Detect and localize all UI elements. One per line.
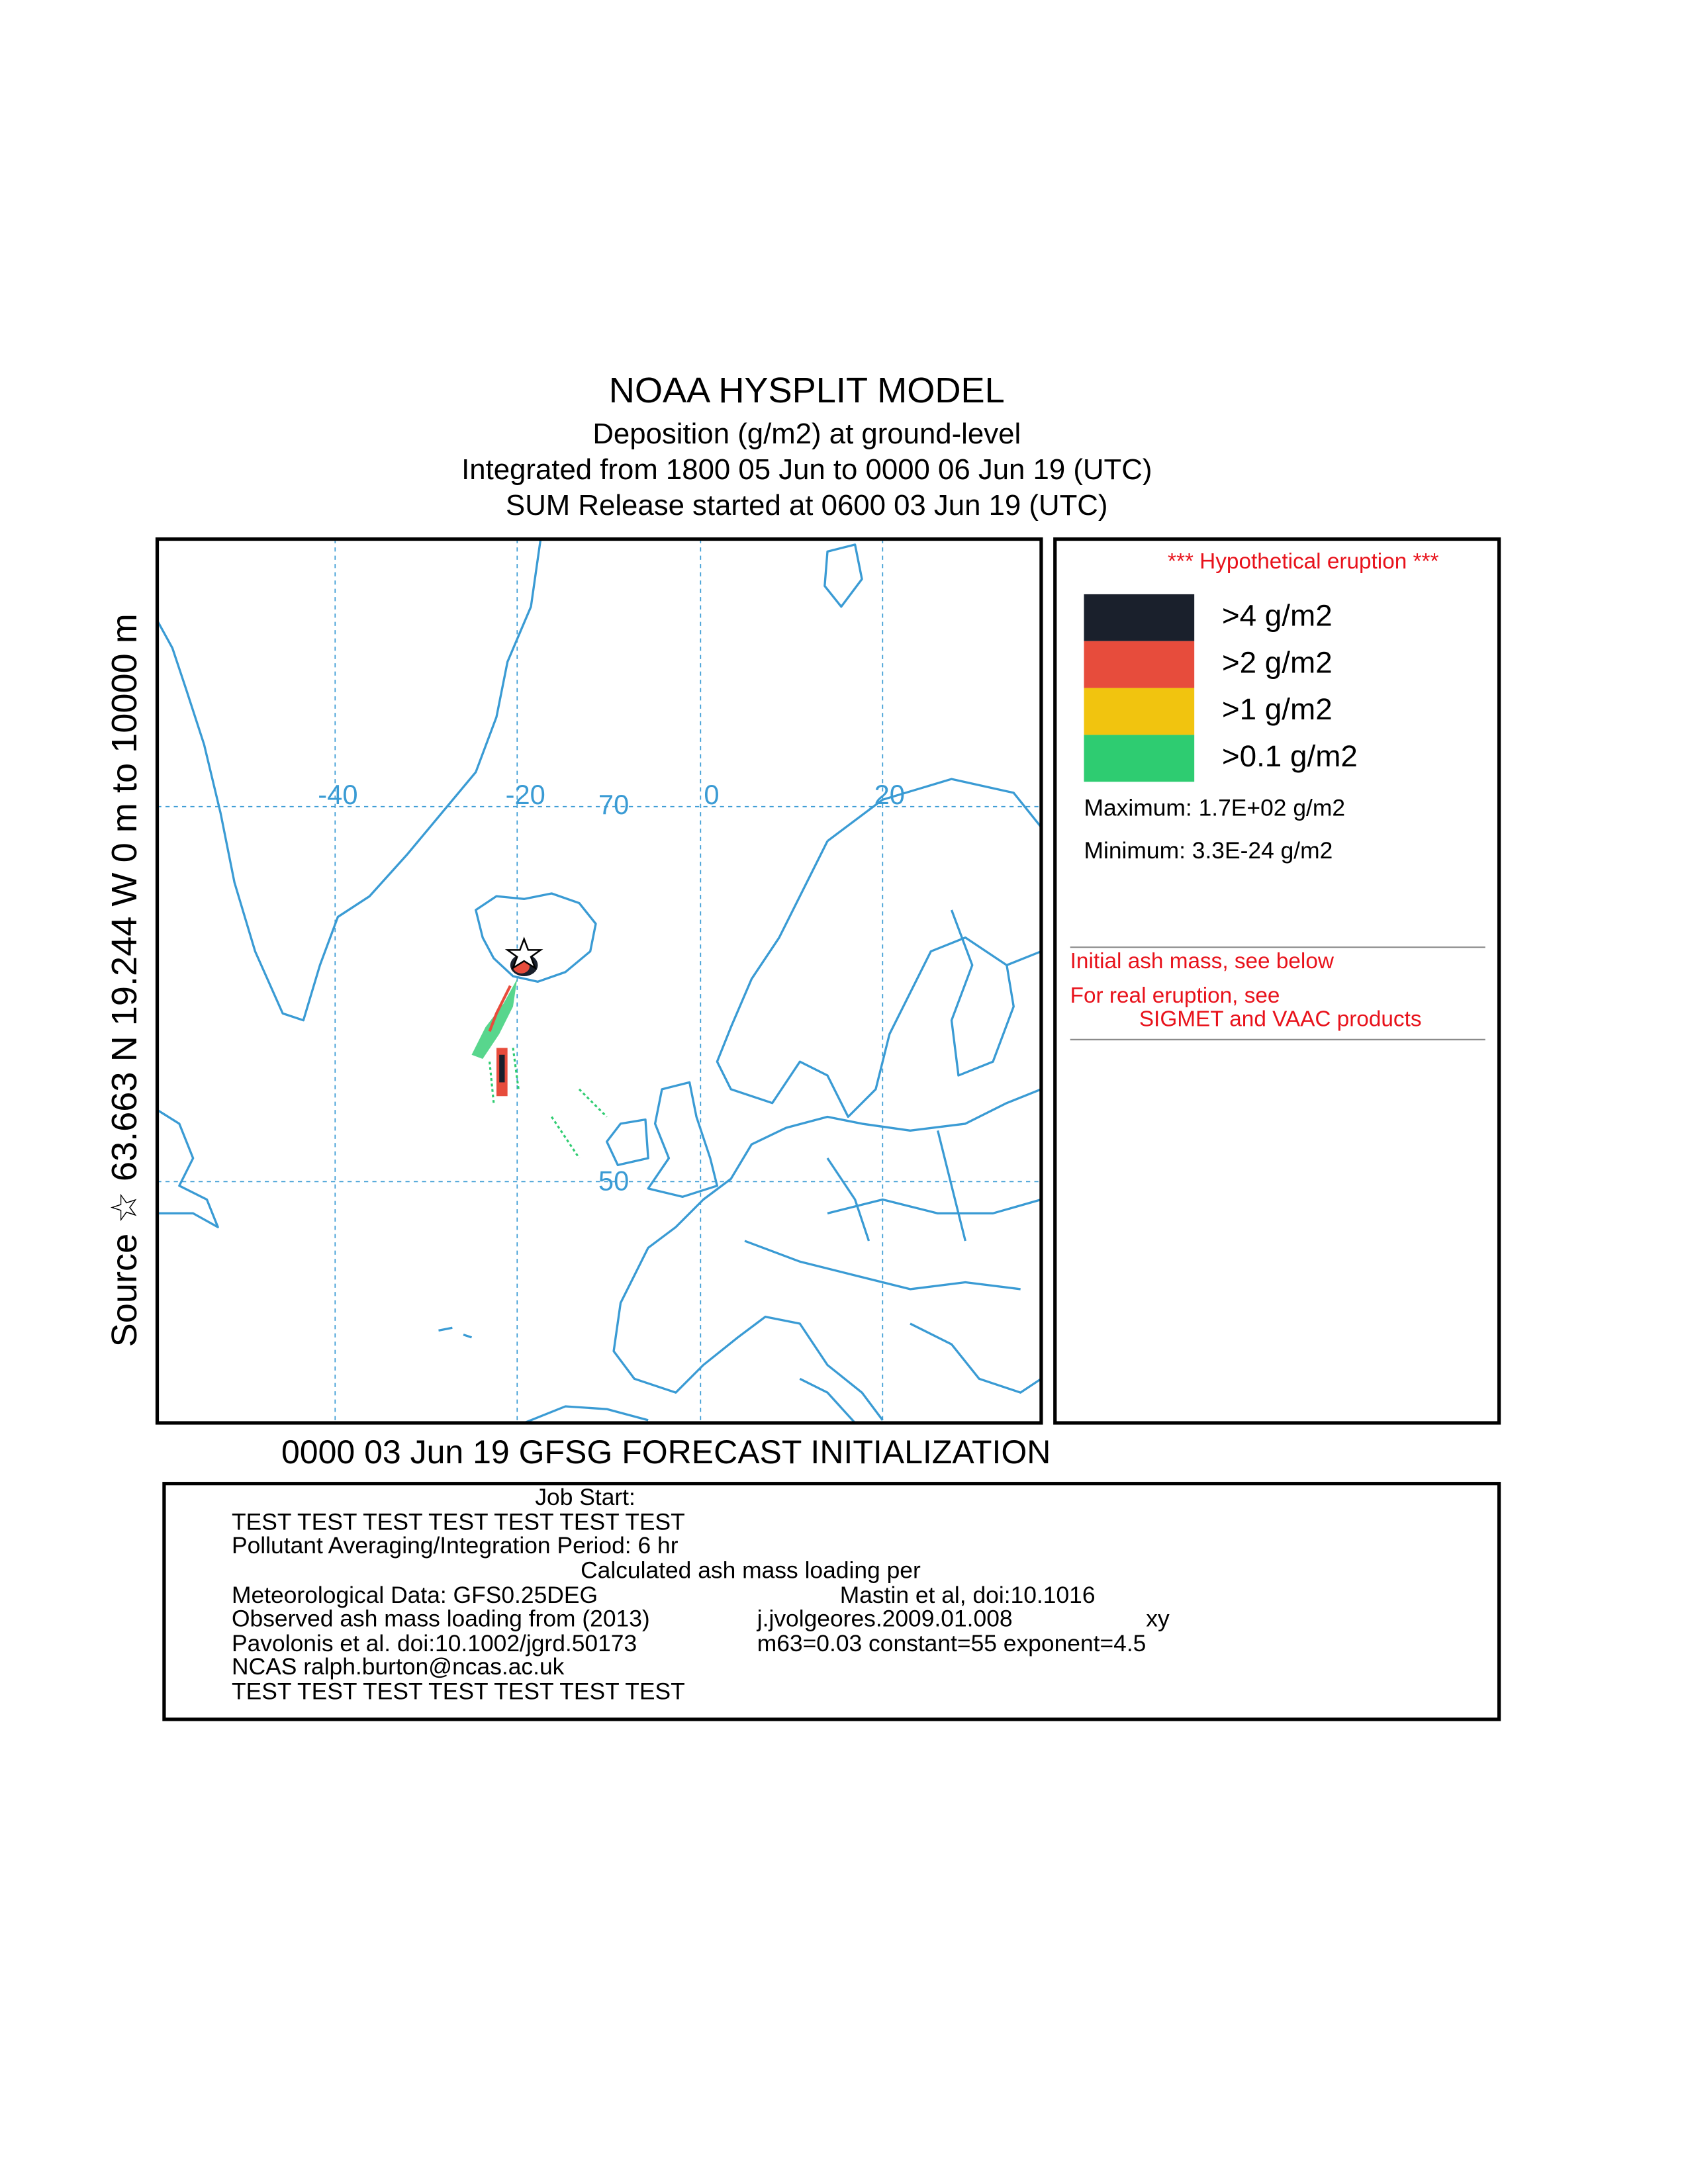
legend-frame	[1053, 537, 1501, 1425]
grid-label: 70	[598, 789, 629, 820]
legend-label: >1 g/m2	[1222, 692, 1333, 726]
coastline	[612, 1088, 1041, 1421]
job-text: j.jvolgeores.2009.01.008	[757, 1605, 1013, 1631]
grid-label: -20	[506, 779, 545, 810]
job-text: Meteorological Data: GFS0.25DEG	[232, 1582, 598, 1608]
job-text: TEST TEST TEST TEST TEST TEST TEST	[232, 1508, 685, 1535]
minimum: Minimum: 3.3E-24 g/m2	[1084, 837, 1333, 864]
coastline	[606, 1118, 649, 1167]
legend-title: *** Hypothetical eruption ***	[1168, 549, 1438, 574]
job-box	[162, 1482, 1501, 1721]
grid-label: 0	[704, 779, 719, 810]
legend-swatch	[1084, 688, 1195, 735]
note: SIGMET and VAAC products	[1139, 1007, 1422, 1031]
coastline	[744, 1130, 1041, 1291]
coastline	[823, 543, 863, 608]
coastline	[524, 1405, 649, 1423]
title: NOAA HYSPLIT MODEL	[609, 371, 1005, 410]
coastline	[647, 1081, 719, 1199]
coastline	[157, 1109, 219, 1228]
coastline	[799, 1322, 1041, 1423]
grid-label: 20	[874, 779, 905, 810]
job-text: Calculated ash mass loading per	[581, 1557, 921, 1583]
legend-swatch	[1084, 641, 1195, 688]
coastline	[716, 778, 1041, 1118]
grid-label: -40	[318, 779, 357, 810]
job-text: NCAS ralph.burton@ncas.ac.uk	[232, 1653, 565, 1680]
job-text: Observed ash mass loading from (2013)	[232, 1605, 650, 1631]
coastline	[438, 1326, 473, 1339]
job-text: TEST TEST TEST TEST TEST TEST TEST	[232, 1678, 685, 1705]
map: -40 -20 70 0 20 50	[157, 539, 1041, 1423]
coastline	[157, 539, 542, 1022]
legend-label: >0.1 g/m2	[1222, 739, 1358, 773]
source-label: Source ☆ 63.663 N 19.244 W 0 m to 10000 …	[105, 614, 144, 1347]
job-text: Pollutant Averaging/Integration Period: …	[232, 1532, 679, 1559]
subtitle: Integrated from 1800 05 Jun to 0000 06 J…	[461, 453, 1152, 486]
job-text: xy	[1146, 1605, 1170, 1631]
legend: *** Hypothetical eruption *** >4 g/m2 >2 …	[1084, 549, 1438, 782]
note: For real eruption, see	[1070, 983, 1280, 1008]
job-text: Mastin et al, doi:10.1016	[840, 1582, 1096, 1608]
map-frame	[155, 537, 1043, 1425]
maximum: Maximum: 1.7E+02 g/m2	[1084, 794, 1346, 821]
job-text: Pavolonis et al. doi:10.1002/jgrd.50173	[232, 1630, 637, 1657]
job-text: Job Start:	[535, 1484, 635, 1510]
legend-swatch	[1084, 735, 1195, 782]
subtitle: SUM Release started at 0600 03 Jun 19 (U…	[506, 489, 1107, 522]
source-marker	[504, 936, 543, 970]
subtitle: Deposition (g/m2) at ground-level	[592, 418, 1021, 450]
job-text: m63=0.03 constant=55 exponent=4.5	[757, 1630, 1147, 1657]
caption: 0000 03 Jun 19 GFSG FORECAST INITIALIZAT…	[281, 1433, 1051, 1471]
ash-deposit	[471, 954, 608, 1159]
legend-label: >2 g/m2	[1222, 645, 1333, 679]
grid-label: 50	[598, 1165, 629, 1197]
note: Initial ash mass, see below	[1070, 949, 1335, 974]
coastline	[475, 892, 597, 983]
legend-swatch	[1084, 594, 1195, 641]
coastline	[950, 909, 1015, 1077]
legend-label: >4 g/m2	[1222, 598, 1333, 632]
